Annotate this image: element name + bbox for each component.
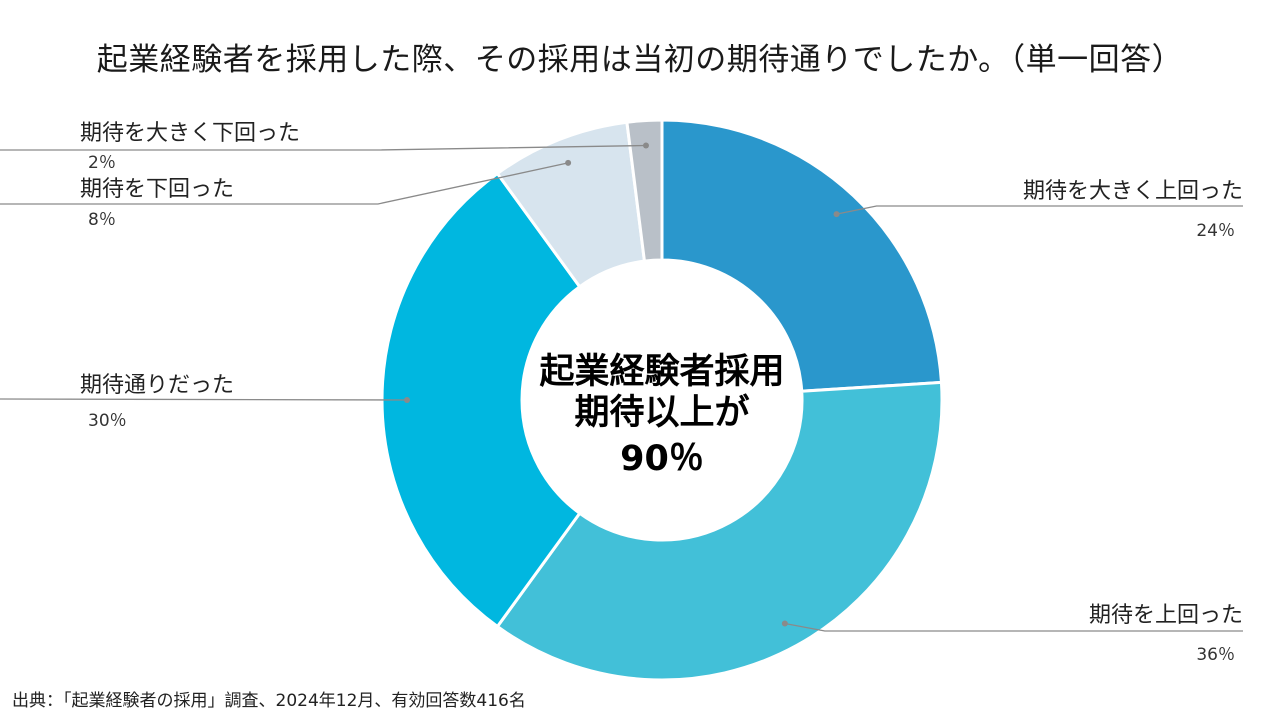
leader-line <box>0 144 646 151</box>
center-annotation: 期待以上が <box>574 393 749 433</box>
slice-label: 期待を上回った <box>1089 603 1243 628</box>
slice-value-label: 30％ <box>88 411 127 431</box>
leader-line <box>784 622 1243 632</box>
donut-slice <box>495 380 944 682</box>
slice-label: 期待通りだった <box>80 373 234 398</box>
center-annotation: 90％ <box>620 439 704 479</box>
slice-value-label: 8％ <box>88 210 116 230</box>
donut-slice <box>625 118 664 263</box>
center-annotation: 起業経験者採用 <box>539 352 784 392</box>
slice-value-label: 2％ <box>88 153 116 173</box>
slice-value-label: 36％ <box>1196 645 1235 665</box>
source-note: 出典：「起業経験者の採用」調査、2024年12月、有効回答数416名 <box>12 691 526 711</box>
slice-label: 期待を大きく下回った <box>80 121 300 146</box>
leader-line <box>836 205 1243 215</box>
slice-value-label: 24％ <box>1196 221 1235 241</box>
donut-slice <box>380 171 582 629</box>
slice-label: 期待を下回った <box>80 177 234 202</box>
leader-line <box>0 162 569 205</box>
slice-label: 期待を大きく上回った <box>1023 179 1243 204</box>
leader-line <box>0 398 408 401</box>
chart-title: 起業経験者を採用した際、その採用は当初の期待通りでしたか。（単一回答） <box>96 42 1184 78</box>
donut-slice <box>660 118 944 393</box>
